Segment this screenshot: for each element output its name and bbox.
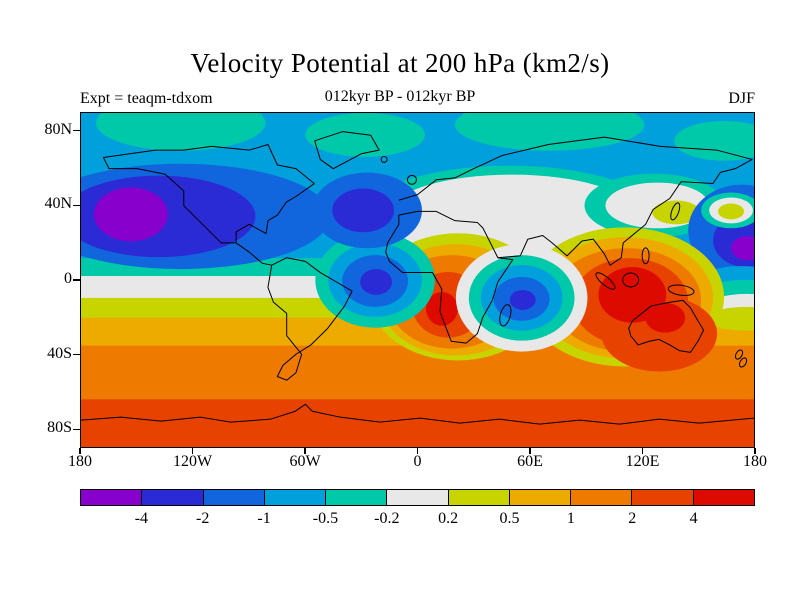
colorbar-cell xyxy=(387,490,449,505)
contour-field xyxy=(81,113,754,447)
experiment-label: Expt = teaqm-tdxom xyxy=(80,90,213,107)
colorbar-cell xyxy=(81,490,143,505)
colorbar-label: 0.5 xyxy=(499,510,520,527)
x-axis-tick xyxy=(79,448,81,454)
coast-philippines xyxy=(641,247,650,265)
seasia-maximum xyxy=(524,227,725,372)
coast-eurasia xyxy=(398,136,753,266)
y-axis-tick xyxy=(73,204,80,207)
y-axis-tick xyxy=(73,279,80,281)
x-axis-label: 0 xyxy=(413,453,422,470)
coastlines xyxy=(81,131,754,425)
x-axis-label: 180 xyxy=(743,453,767,470)
x-axis-tick xyxy=(754,448,756,454)
coast-antarctica xyxy=(81,403,754,425)
y-axis-label: 40N xyxy=(44,195,72,213)
y-axis-label: 80N xyxy=(44,120,72,138)
x-axis-label: 180 xyxy=(68,453,92,470)
x-axis-label: 60E xyxy=(517,453,543,470)
coast-africa xyxy=(385,210,514,344)
colorbar-cell xyxy=(693,490,754,505)
coast-australia xyxy=(628,299,705,353)
north-atlantic-low xyxy=(312,172,422,249)
coast-south-america xyxy=(267,257,353,381)
x-axis-tick xyxy=(191,448,194,454)
coast-borneo xyxy=(622,272,640,288)
indian-ocean-low xyxy=(455,244,588,352)
north-pacific-minimum xyxy=(81,163,331,270)
colorbar-label: -0.2 xyxy=(374,510,400,527)
colorbar-cell xyxy=(448,490,510,505)
colorbar-label: -1 xyxy=(257,510,271,527)
colorbar-label: 4 xyxy=(689,510,698,527)
x-axis-label: 120E xyxy=(625,453,660,470)
coast-madagascar xyxy=(499,304,512,327)
colorbar-label: -4 xyxy=(134,510,149,527)
period-label: 012kyr BP - 012kyr BP xyxy=(324,88,476,105)
coast-sumatra xyxy=(595,272,616,290)
figure-title: Velocity Potential at 200 hPa (km2/s) xyxy=(190,48,610,78)
x-axis-tick xyxy=(529,448,531,454)
coast-central-america xyxy=(235,242,272,266)
colorbar-cell xyxy=(326,490,388,505)
coast-greenland xyxy=(314,131,380,170)
x-axis-tick xyxy=(416,448,419,454)
season-label: DJF xyxy=(728,90,755,107)
x-axis-tick xyxy=(641,448,644,454)
colorbar-cell xyxy=(142,490,204,505)
colorbar-label: 2 xyxy=(628,510,637,527)
x-axis-tick xyxy=(304,448,306,454)
colorbar-cell xyxy=(571,490,633,505)
colorbar-cell xyxy=(509,490,572,505)
y-axis-label: 0 xyxy=(64,270,72,287)
coast-britain xyxy=(406,174,417,185)
coast-new-zealand-north xyxy=(734,349,744,360)
map-plot xyxy=(80,112,755,448)
colorbar xyxy=(80,489,755,506)
colorbar-cell xyxy=(203,490,265,505)
x-axis-label: 60W xyxy=(289,453,321,470)
x-axis-label: 120W xyxy=(172,453,213,470)
colorbar-cell xyxy=(632,490,694,505)
contour-map-svg xyxy=(81,113,754,447)
colorbar-label: -0.5 xyxy=(312,510,339,527)
colorbar-label: 1 xyxy=(566,510,575,527)
y-axis-tick xyxy=(73,428,80,431)
y-axis-label: 80S xyxy=(47,419,72,437)
y-axis-tick xyxy=(73,129,80,132)
colorbar-label: -2 xyxy=(196,510,210,527)
y-axis-tick xyxy=(73,353,80,356)
coast-new-zealand-south xyxy=(738,357,748,368)
colorbar-cell xyxy=(264,490,327,505)
coast-new-guinea xyxy=(667,284,695,296)
colorbar-label: 0.2 xyxy=(438,510,459,527)
coast-iceland xyxy=(380,155,388,163)
coast-japan xyxy=(670,202,681,221)
y-axis-label: 40S xyxy=(47,344,72,362)
coast-north-america xyxy=(102,144,315,244)
